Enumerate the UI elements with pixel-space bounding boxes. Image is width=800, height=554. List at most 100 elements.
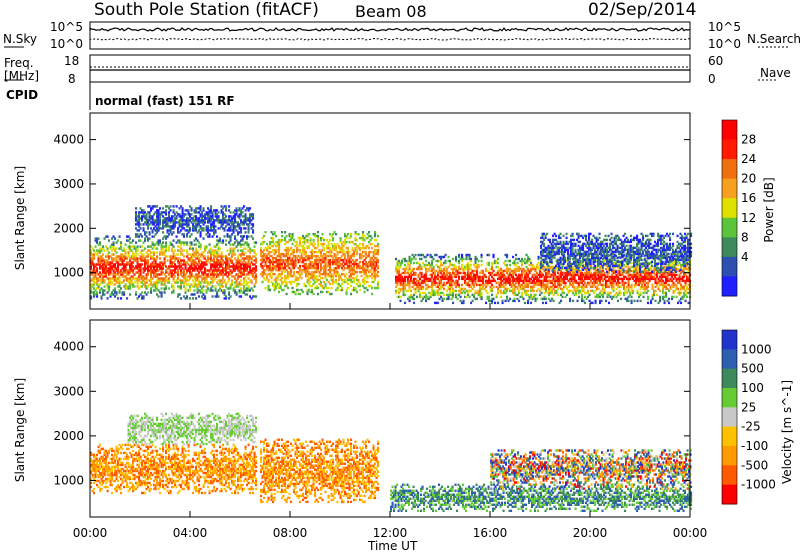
power-echo-cell: [474, 269, 477, 273]
power-echo-cell: [372, 260, 375, 264]
power-echo-cell: [573, 275, 576, 279]
power-echo-cell: [362, 270, 365, 274]
power-echo-cell: [214, 285, 217, 288]
power-echo-cell: [138, 217, 141, 220]
power-echo-cell: [452, 267, 455, 271]
power-echo-cell: [416, 279, 419, 283]
power-echo-cell: [111, 267, 114, 270]
power-echo-cell: [495, 273, 498, 277]
power-echo-cell: [395, 291, 398, 295]
power-echo-cell: [141, 253, 144, 256]
power-echo-cell: [172, 257, 175, 260]
power-echo-cell: [247, 219, 250, 222]
power-echo-cell: [467, 269, 470, 273]
power-echo-cell: [332, 258, 335, 262]
power-echo-cell: [238, 269, 241, 272]
power-echo-cell: [261, 266, 264, 270]
power-echo-cell: [243, 289, 246, 292]
power-echo-cell: [363, 272, 366, 276]
power-echo-cell: [216, 275, 219, 278]
power-echo-cell: [339, 236, 342, 240]
power-echo-cell: [217, 249, 220, 252]
power-echo-cell: [97, 285, 100, 288]
power-echo-cell: [438, 275, 441, 279]
power-echo-cell: [549, 273, 552, 277]
power-echo-cell: [106, 261, 109, 264]
power-echo-cell: [126, 269, 129, 272]
power-echo-cell: [213, 259, 216, 262]
power-echo-cell: [139, 267, 142, 270]
power-echo-cell: [345, 240, 348, 244]
power-echo-cell: [100, 255, 103, 258]
power-echo-cell: [150, 255, 153, 258]
power-echo-cell: [314, 270, 317, 274]
power-echo-cell: [441, 297, 444, 301]
power-echo-cell: [202, 229, 205, 232]
power-echo-cell: [213, 219, 216, 222]
power-echo-cell: [144, 277, 147, 280]
power-echo-cell: [518, 299, 521, 303]
power-echo-cell: [366, 268, 369, 272]
power-echo-cell: [299, 240, 302, 244]
power-echo-cell: [232, 231, 235, 234]
power-echo-cell: [207, 269, 210, 272]
power-echo-cell: [249, 213, 252, 216]
power-echo-cell: [237, 221, 240, 224]
power-echo-cell: [293, 250, 296, 254]
power-echo-cell: [174, 271, 177, 274]
power-echo-cell: [93, 275, 96, 278]
power-echo-cell: [593, 281, 596, 285]
power-echo-cell: [297, 244, 300, 248]
power-echo-cell: [121, 293, 124, 296]
power-echo-cell: [287, 274, 290, 278]
power-echo-cell: [294, 264, 297, 268]
power-echo-cell: [162, 277, 165, 280]
power-echo-cell: [186, 235, 189, 238]
power-echo-cell: [108, 269, 111, 272]
power-echo-cell: [114, 257, 117, 260]
power-echo-cell: [105, 275, 108, 278]
power-echo-cell: [546, 283, 549, 287]
power-echo-cell: [291, 264, 294, 268]
power-echo-cell: [593, 275, 596, 279]
power-echo-cell: [160, 227, 163, 230]
power-echo-cell: [270, 274, 273, 278]
power-echo-cell: [243, 221, 246, 224]
power-echo-cell: [142, 209, 145, 212]
power-echo-cell: [329, 282, 332, 286]
power-echo-cell: [184, 229, 187, 232]
power-echo-cell: [434, 277, 437, 281]
power-echo-cell: [163, 279, 166, 282]
power-echo-cell: [195, 237, 198, 240]
power-echo-cell: [473, 269, 476, 273]
power-echo-cell: [165, 247, 168, 250]
power-echo-cell: [476, 263, 479, 267]
power-echo-cell: [237, 285, 240, 288]
power-echo-cell: [112, 269, 115, 272]
power-echo-cell: [154, 221, 157, 224]
power-echo-cell: [536, 265, 539, 269]
power-echo-cell: [438, 281, 441, 285]
power-echo-cell: [175, 257, 178, 260]
power-echo-cell: [129, 281, 132, 284]
power-echo-cell: [293, 248, 296, 252]
power-echo-cell: [521, 291, 524, 295]
power-echo-cell: [235, 291, 238, 294]
power-echo-cell: [368, 260, 371, 264]
power-echo-cell: [147, 225, 150, 228]
power-echo-cell: [276, 262, 279, 266]
power-echo-cell: [323, 256, 326, 260]
power-echo-cell: [350, 264, 353, 268]
power-echo-cell: [494, 279, 497, 283]
power-echo-cell: [305, 234, 308, 238]
power-echo-cell: [144, 285, 147, 288]
power-echo-cell: [150, 279, 153, 282]
power-echo-cell: [443, 271, 446, 275]
power-echo-cell: [109, 277, 112, 280]
power-echo-cell: [195, 277, 198, 280]
power-echo-cell: [299, 272, 302, 276]
power-echo-cell: [422, 253, 425, 257]
power-echo-cell: [426, 277, 429, 281]
power-echo-cell: [332, 280, 335, 284]
power-echo-cell: [150, 291, 153, 294]
